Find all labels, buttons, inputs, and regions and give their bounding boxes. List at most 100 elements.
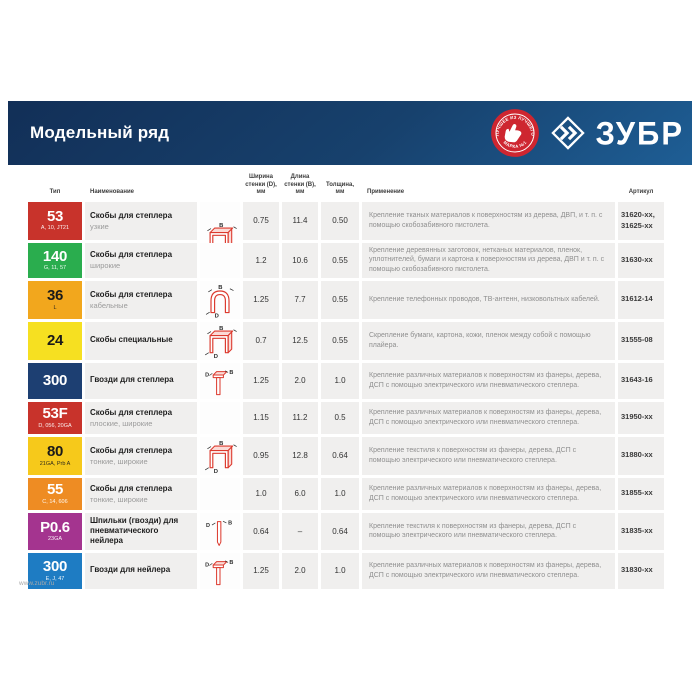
thickness-value: 1.0 — [321, 552, 359, 589]
type-codes: 21GA, Prb A — [39, 460, 71, 467]
table-row: 53F D, 056, 20GA Скобы для степлера плос… — [28, 401, 664, 434]
product-name-cell: Шпильки (гвозди) для пневматического ней… — [85, 512, 197, 550]
product-name: Скобы для степлера — [90, 210, 173, 220]
type-badge: P0.6 23GA — [28, 512, 82, 550]
product-name-cell: Гвозди для нейлера — [85, 552, 197, 589]
type-badge: 80 21GA, Prb A — [28, 436, 82, 475]
type-badge: 24 — [28, 321, 82, 360]
product-subtitle: кабельные — [90, 300, 128, 310]
type-codes: D, 056, 20GA — [38, 422, 72, 429]
type-codes: G, 11, 57 — [43, 265, 67, 272]
width-value: 1.0 — [243, 477, 279, 510]
application-text: Крепление текстиля к поверхностям из фан… — [362, 436, 615, 475]
product-name: Скобы для степлера — [90, 445, 173, 455]
type-number: 55 — [46, 481, 64, 499]
sku-value: 31555-08 — [618, 321, 664, 360]
svg-text:D: D — [206, 524, 210, 530]
col-header-type: Тип — [49, 189, 61, 195]
type-badge: 300 E, J, 47 — [28, 552, 82, 589]
fastener-icon-cell — [200, 477, 240, 510]
type-badge: 55 C, 14, 606 — [28, 477, 82, 510]
width-value: 0.64 — [243, 512, 279, 550]
width-value: 1.15 — [243, 401, 279, 434]
width-value: 1.2 — [243, 242, 279, 278]
svg-text:D: D — [214, 354, 218, 360]
product-name: Скобы для степлера — [90, 407, 173, 417]
product-subtitle: тонкие, широкие — [90, 494, 148, 504]
type-badge: 300 — [28, 362, 82, 399]
svg-text:B: B — [218, 285, 222, 291]
sku-value: 31620-xx, 31625-xx — [618, 201, 664, 240]
fastener-icon-cell — [200, 242, 240, 278]
sku-value: 31950-xx — [618, 401, 664, 434]
thickness-value: 0.55 — [321, 280, 359, 319]
type-number: 80 — [46, 443, 64, 461]
type-codes: 23GA — [47, 536, 63, 543]
sku-value: 31835-xx — [618, 512, 664, 550]
table-row: 140 G, 11, 57 Скобы для степлера широкие… — [28, 242, 664, 278]
product-name: Гвозди для степлера — [90, 375, 174, 385]
length-value: 11.2 — [282, 401, 318, 434]
application-text: Крепление телефонных проводов, ТВ-антенн… — [362, 280, 615, 319]
sku-value: 31643-16 — [618, 362, 664, 399]
product-name-cell: Скобы для степлера тонкие, широкие — [85, 436, 197, 475]
type-number: 53F — [42, 405, 68, 423]
type-codes: E, J, 47 — [45, 575, 65, 582]
sku-value: 31630-xx — [618, 242, 664, 278]
svg-text:B: B — [229, 560, 233, 566]
svg-text:МАРКА №1: МАРКА №1 — [502, 140, 527, 149]
footer-url: www.zubr.ru — [19, 580, 55, 587]
stamp-bottom-text: МАРКА №1 — [502, 140, 527, 149]
col-header-name: Наименование — [90, 189, 135, 195]
width-value: 1.25 — [243, 280, 279, 319]
product-name-cell: Скобы для степлера плоские, широкие — [85, 401, 197, 434]
product-name: Скобы специальные — [90, 335, 173, 345]
product-name: Шпильки (гвозди) для пневматического ней… — [90, 515, 179, 545]
application-text: Крепление различных материалов к поверхн… — [362, 552, 615, 589]
brand-logo-icon — [550, 116, 585, 150]
type-number: P0.6 — [40, 518, 70, 536]
type-number: 140 — [42, 247, 68, 265]
sku-value: 31880-xx — [618, 436, 664, 475]
thickness-value: 0.55 — [321, 242, 359, 278]
product-name: Гвозди для нейлера — [90, 565, 171, 575]
length-value: 12.8 — [282, 436, 318, 475]
application-text: Крепление деревянных заготовок, нетканых… — [362, 242, 615, 278]
product-name: Скобы для степлера — [90, 483, 173, 493]
type-badge: 36 L — [28, 280, 82, 319]
type-number: 24 — [46, 331, 64, 349]
thickness-value: 0.55 — [321, 321, 359, 360]
type-codes: L — [53, 304, 57, 311]
type-badge: 53 A, 10, JT21 — [28, 201, 82, 240]
width-value: 0.75 — [243, 201, 279, 240]
col-header-width: Ширина стенки (D), мм — [245, 174, 277, 195]
page-title: Модельный ряд — [30, 123, 170, 142]
table-row: 55 C, 14, 606 Скобы для степлера тонкие,… — [28, 477, 664, 510]
width-value: 0.7 — [243, 321, 279, 360]
application-text: Крепление текстиля к поверхностям из фан… — [362, 512, 615, 550]
svg-text:B: B — [219, 326, 223, 332]
application-text: Крепление различных материалов к поверхн… — [362, 401, 615, 434]
model-range-table: Тип Наименование Ширина стенки (D), мм Д… — [28, 174, 664, 592]
svg-text:B: B — [219, 441, 223, 447]
application-text: Крепление различных материалов к поверхн… — [362, 362, 615, 399]
thickness-value: 1.0 — [321, 362, 359, 399]
fastener-icon-cell: BD — [200, 201, 240, 257]
col-header-thickness: Толщина, мм — [326, 181, 354, 196]
brand-block: ЛУЧШЕЕ ИЗ ЛУЧШЕГО МАРКА №1 ЗУБР — [490, 108, 684, 158]
thickness-value: 0.64 — [321, 512, 359, 550]
col-header-sku: Артикул — [628, 189, 654, 195]
application-text: Крепление тканых материалов к поверхност… — [362, 201, 615, 240]
quality-stamp-icon: ЛУЧШЕЕ ИЗ ЛУЧШЕГО МАРКА №1 — [490, 109, 539, 157]
sku-value: 31855-xx — [618, 477, 664, 510]
svg-text:B: B — [229, 370, 233, 376]
